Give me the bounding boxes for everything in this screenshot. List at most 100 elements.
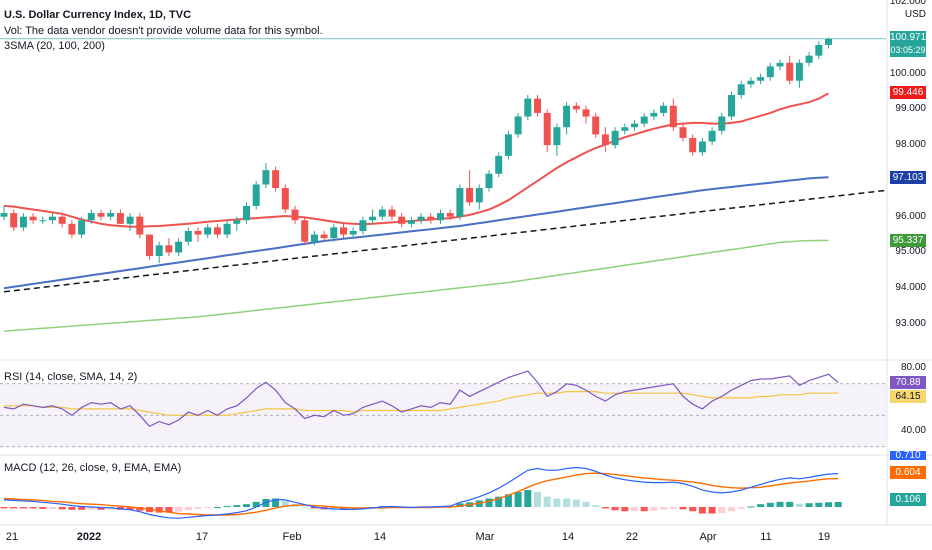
macd-histogram-bar <box>543 496 551 507</box>
macd-histogram-bar <box>553 498 561 507</box>
macd-histogram-bar <box>456 503 464 507</box>
macd-histogram-bar <box>213 507 221 508</box>
rsi-axis-40: 40.00 <box>900 425 926 436</box>
rsi-value-badge: 70.88 <box>890 376 926 389</box>
sma100-line <box>3 176 829 290</box>
candle-body <box>456 188 464 217</box>
sma100-badge: 97.103 <box>890 171 926 184</box>
candle-body <box>58 216 66 224</box>
macd-histogram-bar <box>243 504 250 507</box>
macd-histogram-bar <box>155 507 163 513</box>
sma20-badge: 99.446 <box>890 86 926 99</box>
macd-histogram-bar <box>601 507 609 509</box>
price-axis-label: 99.000 <box>895 103 926 115</box>
macd-histogram-bar <box>825 502 832 507</box>
candle-body <box>116 213 124 224</box>
macd-histogram-bar <box>330 507 338 509</box>
macd-histogram-bar <box>194 507 202 509</box>
candle-body <box>495 155 503 174</box>
rsi-sma-line <box>4 391 839 416</box>
macd-histogram-bar <box>795 503 803 507</box>
candle-body <box>340 227 347 235</box>
candle-body <box>107 213 115 217</box>
macd-histogram-bar <box>87 507 95 510</box>
volume-note: Vol: The data vendor doesn't provide vol… <box>4 25 323 37</box>
macd-histogram-bar <box>747 506 755 508</box>
macd-histogram-bar <box>679 507 687 510</box>
macd-histogram-bar <box>68 507 76 510</box>
symbol-title[interactable]: U.S. Dollar Currency Index, 1D, TVC <box>4 9 192 21</box>
candle-body <box>262 170 270 185</box>
time-axis-label: 17 <box>195 531 209 543</box>
rsi-legend[interactable]: RSI (14, close, SMA, 14, 2) <box>4 371 138 383</box>
candle-body <box>582 109 590 117</box>
macd-histogram-bar <box>650 507 658 511</box>
candle-body <box>407 220 415 224</box>
candle-body <box>825 38 832 45</box>
candle-body <box>563 105 571 128</box>
macd-histogram-bar <box>39 507 47 509</box>
candle-body <box>398 216 406 224</box>
macd-histogram-bar <box>136 507 144 511</box>
currency-label: USD <box>904 9 926 20</box>
macd-histogram-bar <box>757 504 765 507</box>
macd-histogram-bar <box>49 507 56 509</box>
macd-histogram-bar <box>582 501 590 507</box>
rsi-sma-badge: 64.15 <box>890 390 926 403</box>
macd-histogram-bar <box>815 502 823 507</box>
candle-body <box>611 130 619 146</box>
candle-body <box>165 245 173 253</box>
candle-body <box>689 137 697 153</box>
sma-legend[interactable]: 3SMA (20, 100, 200) <box>4 40 105 52</box>
candle-body <box>786 62 794 81</box>
candle-body <box>291 209 299 221</box>
candle-body <box>466 188 474 203</box>
macd-histogram-bar <box>0 507 8 509</box>
macd-histogram-bar <box>78 507 86 510</box>
candle-body <box>514 116 522 135</box>
macd-histogram-bar <box>621 507 629 512</box>
candle-body <box>204 227 212 235</box>
macd-histogram-bar <box>184 507 192 511</box>
macd-histogram-bar <box>737 507 745 509</box>
candle-body <box>592 116 600 135</box>
macd-histogram-bar <box>786 501 794 507</box>
candle-body <box>601 134 609 146</box>
candle-body <box>708 130 716 142</box>
candle-body <box>184 230 192 242</box>
candle-body <box>10 213 18 228</box>
time-axis-label: 14 <box>561 531 575 543</box>
candle-body <box>524 98 532 117</box>
candle-body <box>572 105 580 110</box>
macd-histogram-bar <box>572 499 580 507</box>
candle-body <box>388 209 396 217</box>
time-axis-label: 2022 <box>76 531 102 543</box>
candle-body <box>330 227 338 239</box>
candle-body <box>728 95 735 117</box>
macd-histogram-bar <box>640 507 648 512</box>
candle-body <box>621 127 629 131</box>
macd-line-badge: 0.710 <box>890 451 926 460</box>
candle-body <box>805 55 813 63</box>
candle-body <box>126 216 134 224</box>
macd-histogram-bar <box>233 505 241 507</box>
rsi-axis-80: 80.00 <box>900 362 926 373</box>
macd-legend[interactable]: MACD (12, 26, close, 9, EMA, EMA) <box>4 462 182 474</box>
macd-histogram-bar <box>834 502 842 507</box>
macd-histogram-bar <box>504 494 512 507</box>
macd-histogram-bar <box>611 507 619 511</box>
candle-body <box>49 216 56 221</box>
macd-histogram-bar <box>19 507 27 509</box>
time-axis-label: Mar <box>475 531 495 543</box>
candle-body <box>475 188 483 203</box>
macd-histogram-bar <box>252 501 260 507</box>
candle-body <box>437 213 444 221</box>
candle-body <box>19 216 27 228</box>
time-axis-label: 11 <box>760 531 772 543</box>
candle-body <box>223 223 231 235</box>
rsi-line <box>3 370 839 428</box>
candle-body <box>776 62 784 67</box>
macd-histogram-bar <box>310 507 318 509</box>
candle-body <box>766 66 774 78</box>
